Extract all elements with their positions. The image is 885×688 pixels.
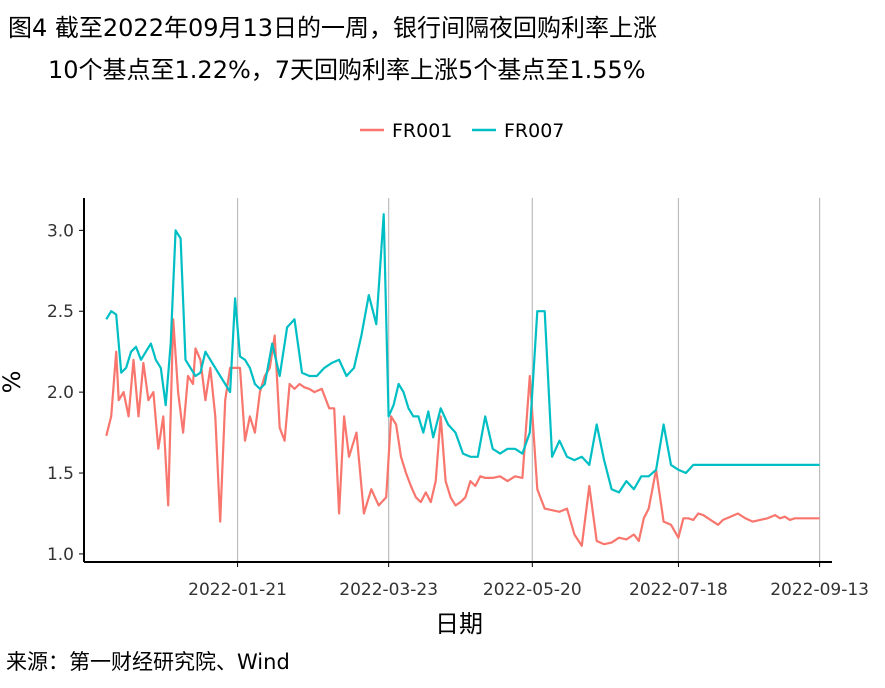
y-tick-label: 2.5 bbox=[47, 302, 74, 322]
chart-title-line-1: 图4 截至2022年09月13日的一周，银行间隔夜回购利率上涨 bbox=[8, 14, 658, 42]
y-tick-label: 1.0 bbox=[47, 545, 74, 565]
chart-axes bbox=[79, 198, 832, 567]
x-tick-label: 2022-03-23 bbox=[339, 580, 438, 600]
series-line-fr001 bbox=[105, 318, 820, 547]
legend-label-fr001: FR001 bbox=[392, 120, 452, 142]
chart-legend: FR001 FR007 bbox=[360, 120, 564, 142]
y-axis-title: % bbox=[0, 371, 26, 394]
x-tick-label: 2022-05-20 bbox=[483, 580, 582, 600]
x-tick-label: 2022-01-21 bbox=[188, 580, 287, 600]
x-axis-title: 日期 bbox=[435, 610, 483, 638]
x-tick-label: 2022-07-18 bbox=[629, 580, 728, 600]
chart-title-line-2: 10个基点至1.22%，7天回购利率上涨5个基点至1.55% bbox=[48, 56, 646, 84]
tick-labels: 2022-01-21 2022-03-23 2022-05-20 2022-07-18… bbox=[47, 221, 869, 600]
source-note: 来源：第一财经研究院、Wind bbox=[6, 650, 290, 674]
y-tick-label: 2.0 bbox=[47, 383, 74, 403]
y-tick-label: 3.0 bbox=[47, 221, 74, 241]
vertical-gridlines bbox=[236, 198, 821, 562]
legend-label-fr007: FR007 bbox=[504, 120, 564, 142]
series-layer bbox=[105, 213, 820, 547]
y-tick-label: 1.5 bbox=[47, 464, 74, 484]
series-line-fr007 bbox=[105, 213, 820, 494]
x-tick-label: 2022-09-13 bbox=[770, 580, 869, 600]
